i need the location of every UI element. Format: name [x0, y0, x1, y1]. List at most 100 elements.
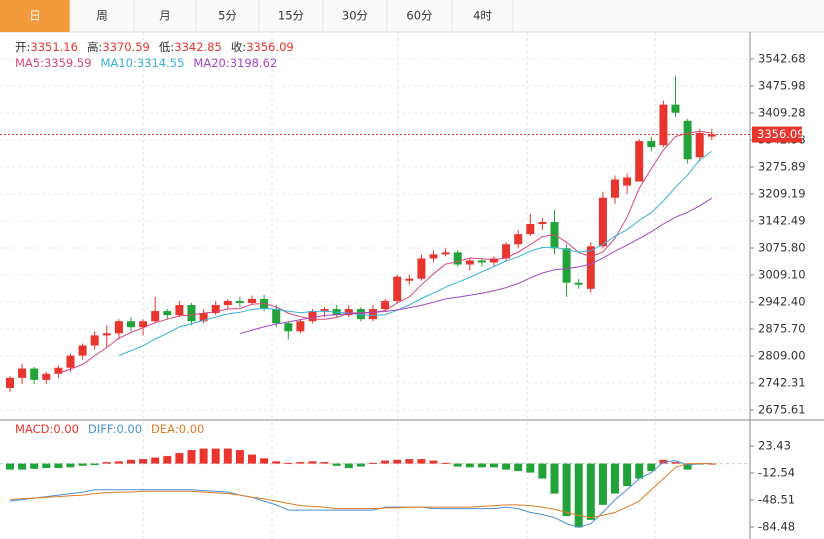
ma-line [58, 130, 712, 374]
macd-bar [490, 463, 498, 468]
y-tick-label: 2742.31 [758, 375, 806, 389]
candle-body [671, 104, 680, 113]
y-tick-label: 2875.70 [758, 322, 806, 336]
legend-item: 低:3342.85 [159, 40, 222, 54]
tab[interactable]: 日 [0, 0, 71, 32]
macd-bar [393, 459, 402, 464]
candle-body [683, 120, 692, 160]
tab-bar [0, 0, 824, 32]
macd-bar [332, 463, 341, 466]
candle-body [175, 304, 184, 316]
macd-bar [683, 463, 692, 470]
macd-bar [369, 462, 377, 464]
candle-body [586, 246, 595, 289]
legend-value: 3198.62 [230, 56, 278, 70]
macd-bar [381, 460, 390, 464]
y-tick-label: 2942.40 [758, 295, 806, 309]
candle-body [211, 304, 220, 314]
macd-bar [538, 463, 547, 479]
legend-label: DIFF: [88, 422, 116, 436]
macd-bar [163, 456, 172, 464]
tab[interactable]: 30分 [323, 0, 388, 32]
tab[interactable]: 月 [134, 0, 197, 32]
tab[interactable]: 4时 [452, 0, 514, 32]
y-tick-label: 3009.10 [758, 268, 806, 282]
last-price-box [752, 126, 802, 143]
candle-body [127, 321, 135, 328]
macd-bar [550, 463, 559, 494]
tab[interactable]: 5分 [196, 0, 260, 32]
y-tick-label: 3475.98 [758, 79, 806, 93]
candle-body [611, 179, 619, 198]
candle-body [199, 313, 208, 322]
candle-body [477, 260, 486, 263]
macd-bar [635, 463, 644, 479]
tab-label: 周 [96, 9, 108, 23]
macd-bar [187, 450, 196, 464]
candle-body [272, 309, 281, 324]
candle-body [707, 134, 716, 137]
y-tick-label: -48.51 [758, 492, 795, 506]
candle-body [187, 304, 196, 322]
candle-body [453, 252, 462, 265]
macd-bar [671, 462, 680, 464]
macd-bar [356, 463, 365, 467]
tab-label: 日 [29, 9, 41, 23]
y-tick-label: -12.54 [758, 465, 795, 479]
macd-bar [114, 461, 123, 464]
tab-label: 5分 [218, 9, 237, 23]
legend-label: MACD: [15, 422, 53, 436]
macd-bar [211, 448, 220, 464]
plot: 3542.683475.983409.283342.583275.893209.… [0, 40, 806, 533]
y-tick-label: 3142.49 [758, 214, 806, 228]
candle-body [538, 222, 547, 225]
tab[interactable]: 15分 [259, 0, 324, 32]
legend-item: 开:3351.16 [15, 40, 78, 54]
macd-bar [647, 463, 656, 472]
macd-bar [623, 463, 632, 487]
y-tick-label: 3542.68 [758, 52, 806, 66]
candle-body [647, 141, 656, 148]
y-tick-label: -84.48 [758, 519, 795, 533]
macd-bar [260, 458, 269, 464]
macd-line [9, 460, 712, 528]
y-tick-label: 2675.61 [758, 402, 806, 416]
tabs: 日 周 月 5分 15分 30分 60分 4时 [0, 0, 514, 32]
macd-bar [296, 462, 305, 464]
legend-item: 收:3356.09 [231, 40, 294, 54]
candle-body [526, 224, 535, 235]
macd-bar [42, 463, 51, 469]
macd-bar [90, 463, 99, 466]
candle-body [441, 252, 450, 255]
tab[interactable]: 60分 [387, 0, 453, 32]
macd-bar [223, 448, 232, 464]
macd-bar [417, 459, 426, 464]
macd-bar [6, 463, 14, 470]
candle-body [429, 254, 438, 259]
candle-body [417, 258, 426, 279]
legend-label: MA20: [193, 56, 229, 70]
candle-body [405, 278, 414, 281]
macd-bar [598, 463, 607, 505]
y-tick-label: 2809.00 [758, 349, 806, 363]
legend-label: 低: [159, 40, 174, 54]
macd-bar [272, 461, 281, 464]
macd-bar [66, 463, 75, 468]
macd-bar [405, 459, 414, 464]
macd-bar [235, 450, 244, 464]
macd-bar [30, 463, 39, 469]
tab[interactable]: 周 [70, 0, 135, 32]
candle-body [284, 323, 293, 332]
macd-bar [78, 463, 87, 466]
candle-body [90, 335, 99, 346]
candle-body [344, 309, 353, 316]
legend-label: DEA: [151, 422, 179, 436]
candle-body [490, 258, 498, 263]
candle-body [296, 321, 305, 332]
legend-item: 高:3370.59 [87, 40, 150, 54]
legend-item: MA10:3314.55 [101, 56, 185, 70]
candle-body [30, 368, 39, 380]
legend-item: MACD:0.00 [15, 422, 79, 436]
